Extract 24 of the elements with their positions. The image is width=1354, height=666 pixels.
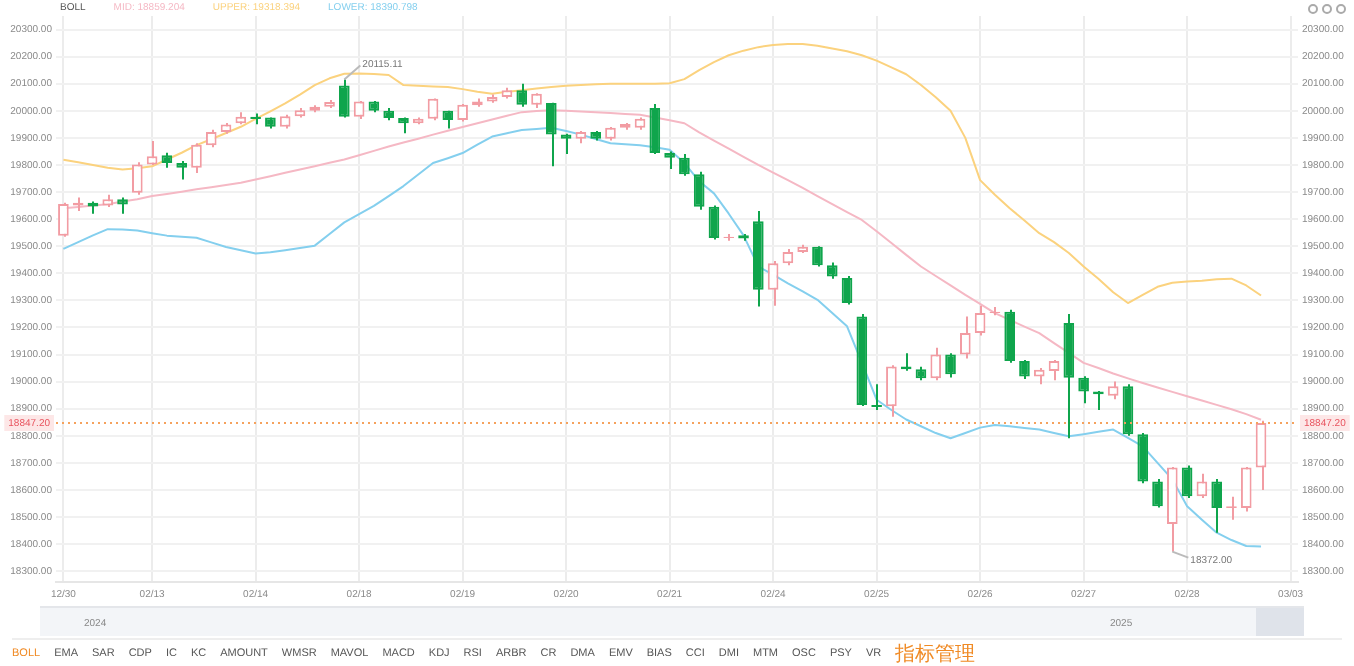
candlestick bbox=[693, 170, 705, 211]
candlestick bbox=[886, 364, 897, 418]
candlestick bbox=[1078, 375, 1089, 405]
candlestick bbox=[546, 101, 557, 168]
candlestick bbox=[1152, 478, 1163, 509]
candlestick bbox=[812, 245, 823, 268]
candlestick bbox=[945, 352, 956, 379]
candlestick bbox=[649, 103, 661, 156]
candlestick bbox=[1240, 465, 1252, 513]
candlestick bbox=[1181, 464, 1193, 500]
candlestick bbox=[58, 201, 69, 238]
text: 指标管理 bbox=[895, 641, 976, 666]
candlestick bbox=[132, 161, 143, 196]
candlestick bbox=[767, 260, 779, 307]
candlestick bbox=[974, 304, 986, 337]
candlestick bbox=[1048, 358, 1060, 382]
candlestick bbox=[930, 346, 942, 382]
candlestick bbox=[960, 315, 971, 360]
candlestick bbox=[191, 142, 202, 175]
candlestick bbox=[339, 78, 350, 119]
candlestick bbox=[1137, 432, 1149, 485]
candlestick bbox=[1004, 308, 1015, 364]
candlestick bbox=[176, 159, 187, 181]
candlestick bbox=[1211, 478, 1222, 534]
